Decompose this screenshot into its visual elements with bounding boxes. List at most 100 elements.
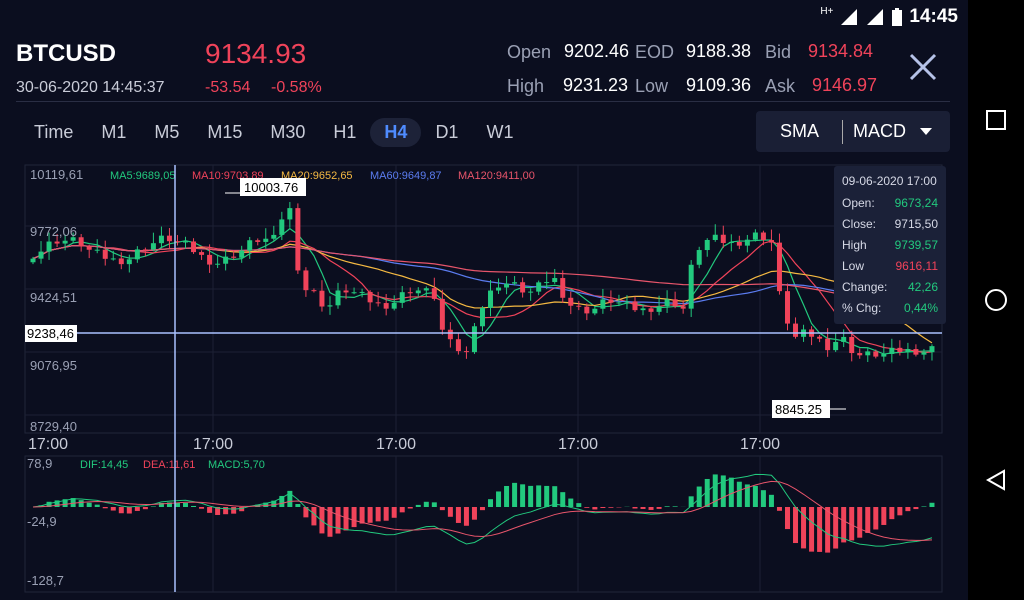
candle-body [857,353,863,356]
candle-body [793,323,799,337]
macd-bar [664,506,670,507]
macd-bar [287,490,293,507]
macd-bar [439,507,445,511]
macd-dif-line [32,473,933,547]
tooltip-value: 9715,50 [894,216,938,231]
back-button[interactable] [968,460,1024,500]
ma-line [32,227,932,355]
macd-bar [479,507,485,511]
macd-dea-line [32,480,933,541]
macd-bar [415,504,421,507]
macd-bar [207,507,213,513]
macd-bar [303,507,309,518]
tab-h1[interactable]: H1 [333,121,357,142]
candle-body [496,287,502,291]
candlestick-chart[interactable]: 10119,61 9772,06 9424,51 9076,95 8729,40 17:0… [0,0,968,600]
ma-line [32,244,933,306]
macd-bar [488,499,494,507]
candle-body [191,241,197,253]
macd-bar [640,507,646,509]
candle-body [126,259,132,265]
square-icon [986,110,1006,130]
sma-button[interactable]: SMA [780,121,820,141]
macd-bar [784,507,790,530]
candle-body [62,240,68,244]
y-axis-label: 8729,40 [30,419,77,434]
macd-bar [857,507,863,538]
macd-bar [552,486,558,507]
candle-body [94,249,100,251]
macd-bar [793,507,799,544]
candle-body [929,346,935,353]
macd-bar [86,502,92,507]
tab-h4[interactable]: H4 [370,117,422,147]
macd-bar [528,485,534,507]
macd-bar [568,498,574,507]
tooltip-value: 9673,24 [894,195,938,210]
macd-bar [632,507,638,509]
candle-body [873,351,879,357]
eod-value: 9188.38 [686,41,752,61]
ma-legend-item: MA120:9411,00 [458,170,535,182]
macd-bar [496,491,502,507]
candle-body [46,241,52,252]
candle-body [54,241,60,244]
tab-m30[interactable]: M30 [270,121,306,142]
macd-bar [817,507,823,552]
macd-y-label: -24,9 [27,514,57,529]
macd-bar [231,507,237,514]
candle-body [399,292,405,303]
macd-bar [536,485,542,507]
tab-m15[interactable]: M15 [207,121,243,142]
tooltip-row-close: Close: 9715,50 [842,213,938,234]
indicator-selector: SMA MACD [756,111,950,152]
macd-bar [744,484,750,507]
macd-bar [584,507,590,508]
candle-body [760,232,766,241]
macd-bar [134,507,140,511]
candle-body [255,240,261,242]
macd-bar [70,498,76,507]
macd-bar [367,507,373,523]
candle-body [391,302,397,309]
candle-tooltip: 09-06-2020 17:00 Open: 9673,24 Close: 9715… [834,166,946,324]
status-bar: H+ 14:45 [0,0,968,34]
tab-m5[interactable]: M5 [154,121,180,142]
candle-body [776,242,782,292]
macd-bar [62,499,68,507]
macd-bar [648,507,654,510]
macd-bar [142,507,148,510]
header-divider [16,101,950,102]
candle-body [86,246,92,250]
candle-body [833,341,839,351]
macd-dropdown[interactable]: MACD [843,121,932,142]
macd-bar [929,502,935,507]
macd-bar [407,507,413,509]
candle-body [383,303,389,309]
circle-icon [985,289,1007,311]
tab-d1[interactable]: D1 [435,121,459,142]
y-axis-label: 9076,95 [30,358,77,373]
home-button[interactable] [968,280,1024,320]
macd-bar [78,500,84,507]
candle-body [423,288,429,291]
tab-time[interactable]: Time [34,121,74,142]
candle-body [512,282,518,284]
tab-m1[interactable]: M1 [101,121,127,142]
macd-bar [560,492,566,507]
bid-label: Bid [765,42,792,62]
network-icon: H+ [820,5,834,17]
bid-value: 9134.84 [808,41,874,61]
tab-w1[interactable]: W1 [486,121,514,142]
macd-bar [881,507,887,525]
macd-legend-item: MACD:5,70 [208,459,265,471]
candle-body [616,302,622,304]
candle-body [728,241,734,243]
tooltip-row-pct: % Chg: 0,44% [842,297,938,318]
x-axis-label: 17:00 [28,436,68,453]
recents-button[interactable] [968,100,1024,140]
candle-body [455,339,461,352]
close-icon[interactable] [906,50,940,84]
macd-bar [431,502,437,507]
macd-bar [768,494,774,507]
